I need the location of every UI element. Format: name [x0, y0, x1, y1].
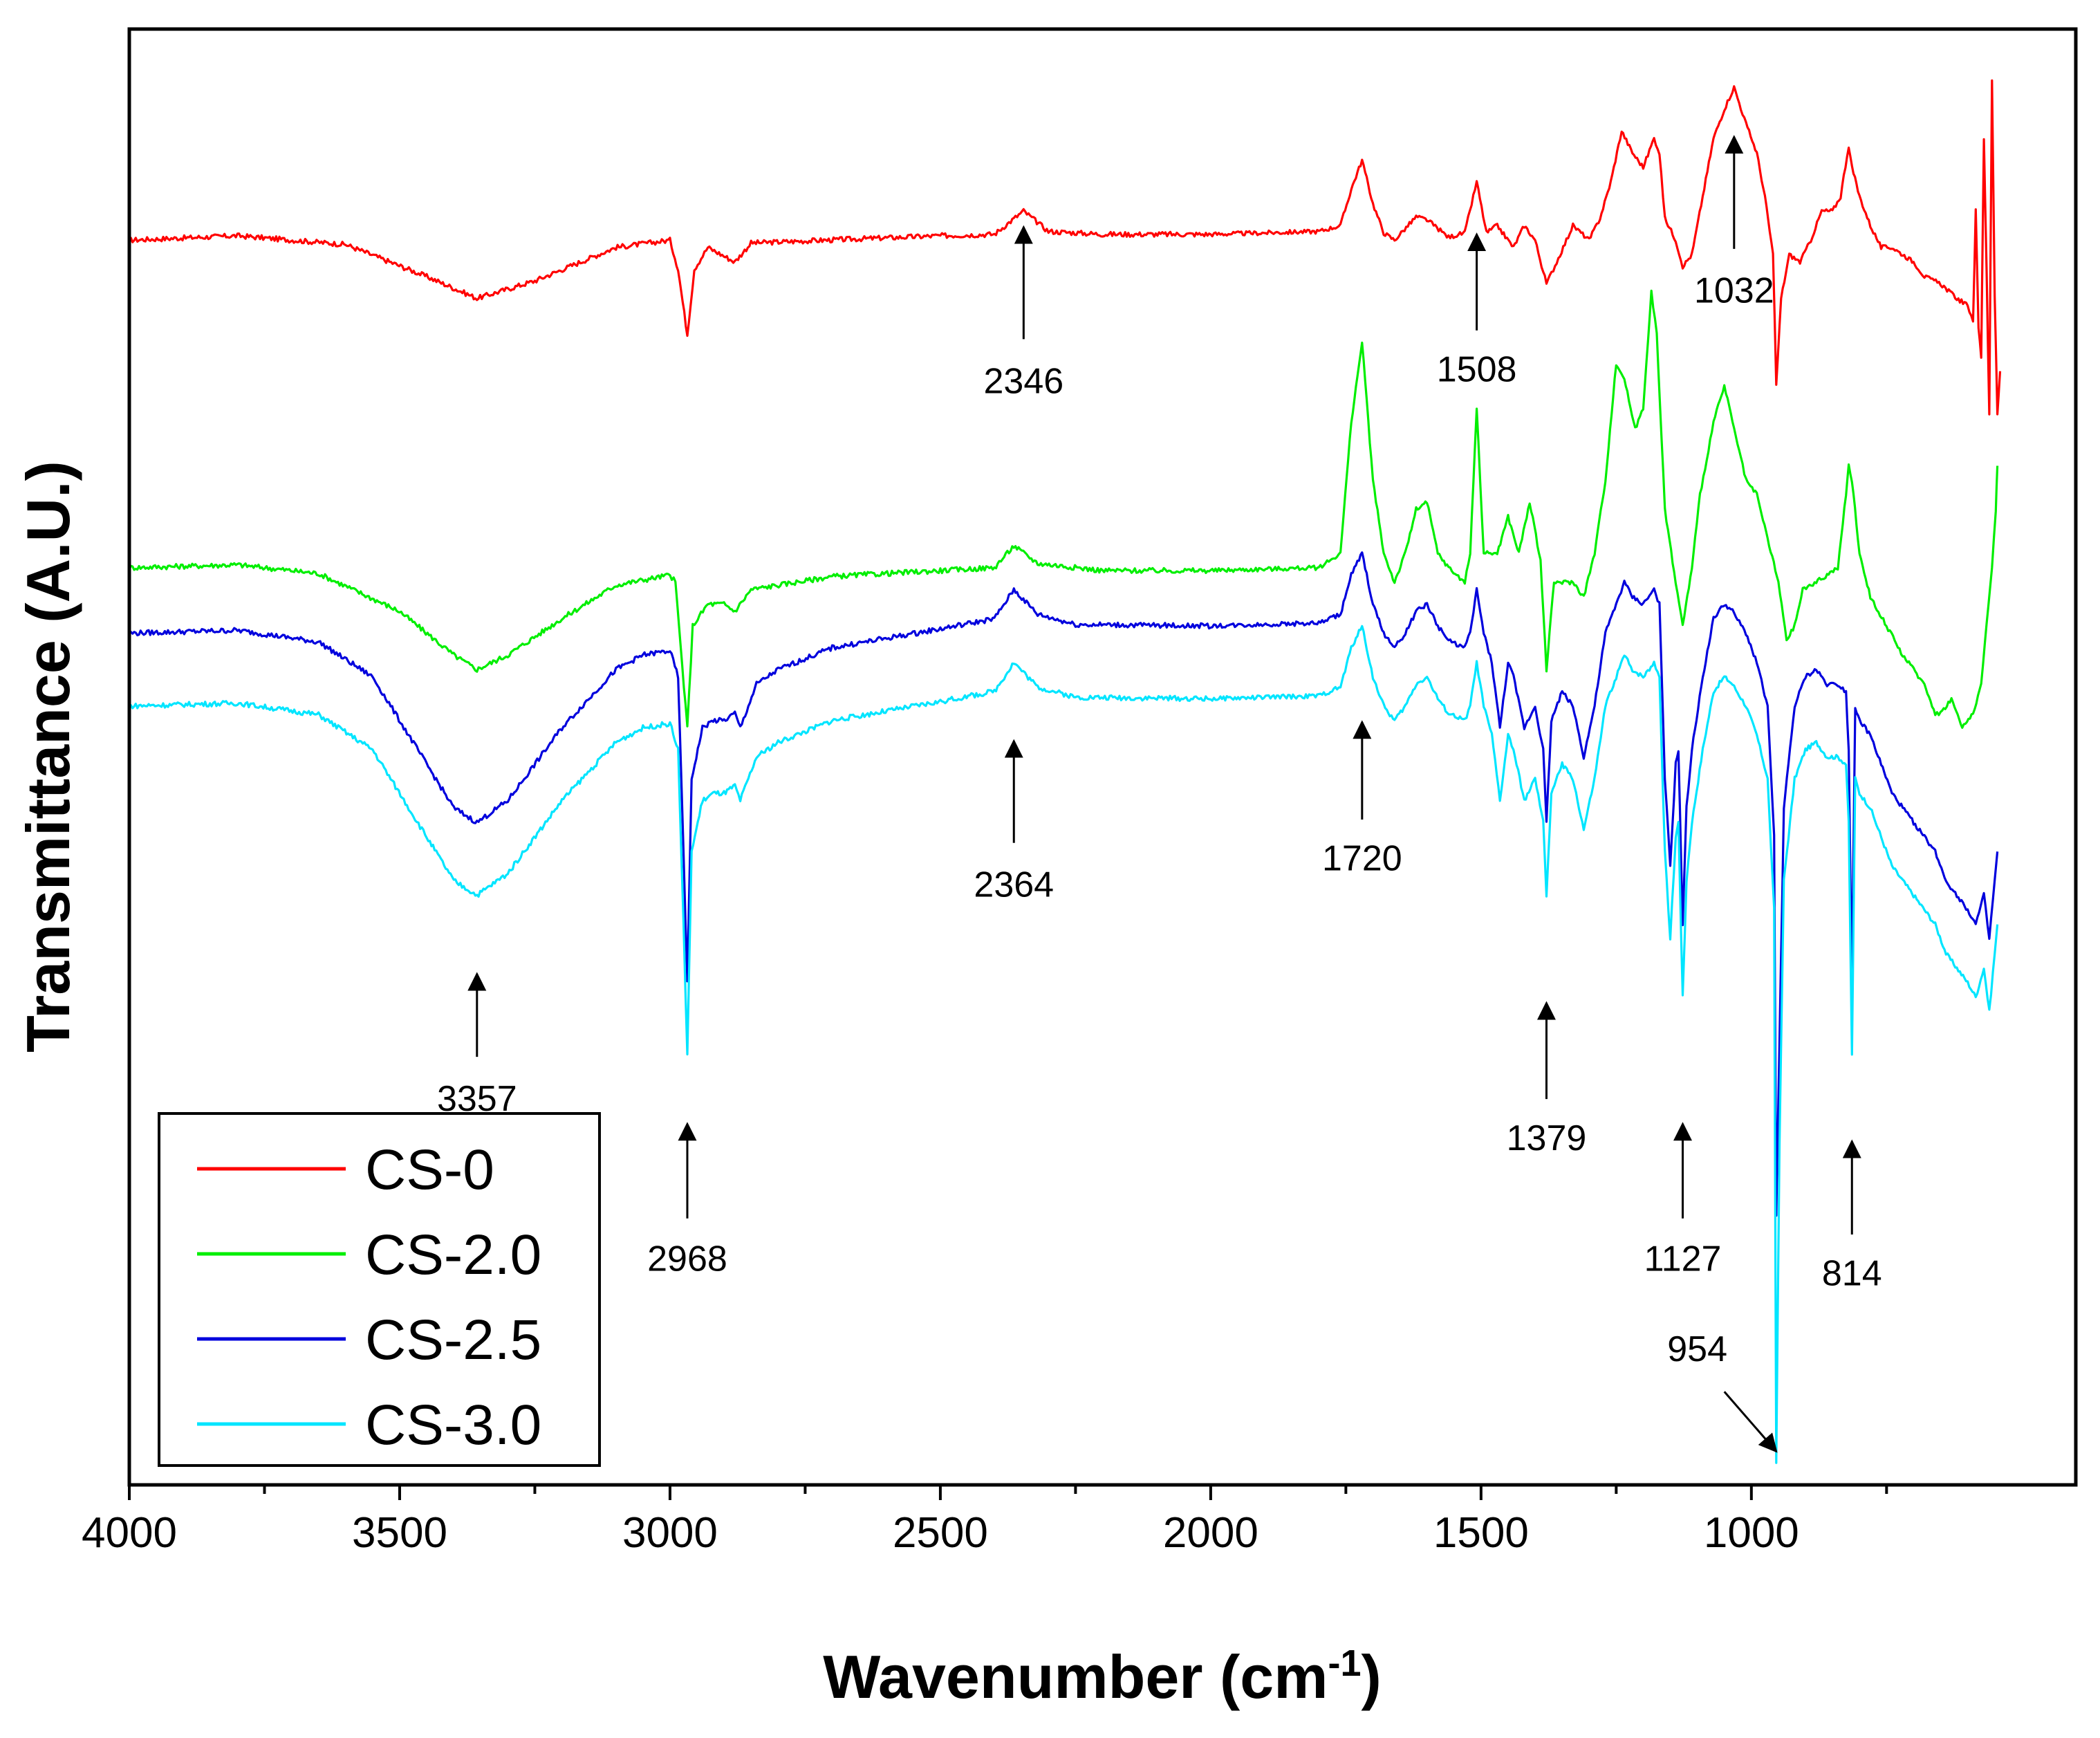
legend-item-cs-2-5: CS-2.5 — [197, 1309, 541, 1371]
annotation-2346: 2346 — [983, 225, 1063, 401]
y-axis-title: Transmittance (A.U.) — [14, 461, 82, 1053]
annotation-954: 954 — [1667, 1329, 1778, 1453]
series-line-cs-0 — [129, 79, 2002, 416]
x-tick-label: 2000 — [1163, 1509, 1258, 1557]
legend-item-cs-3-0: CS-3.0 — [197, 1394, 541, 1457]
annotation-label: 1379 — [1507, 1118, 1587, 1158]
annotation-814: 814 — [1822, 1139, 1882, 1294]
annotation-label: 2346 — [983, 361, 1063, 401]
plot-frame — [127, 27, 2078, 1487]
x-axis-title: Wavenumber (cm-1) — [823, 1643, 1382, 1711]
annotation-label: 1720 — [1322, 839, 1402, 879]
annotation-1032: 1032 — [1694, 135, 1774, 311]
x-tick-label: 2500 — [893, 1509, 988, 1557]
x-tick-label: 1000 — [1704, 1509, 1799, 1557]
legend-label: CS-2.0 — [365, 1223, 541, 1286]
series-line-cs-3-0 — [129, 625, 1999, 1464]
legend-label: CS-0 — [365, 1138, 494, 1201]
legend-item-cs-0: CS-0 — [197, 1138, 494, 1201]
series-line-cs-2-0 — [129, 289, 1999, 729]
annotation-1379: 1379 — [1507, 1001, 1587, 1158]
series-layer — [129, 79, 2002, 1464]
x-tick-label: 1500 — [1433, 1509, 1529, 1557]
annotation-label: 1127 — [1644, 1239, 1722, 1279]
annotation-1720: 1720 — [1322, 720, 1402, 879]
annotation-arrow — [1723, 1391, 1778, 1453]
x-tick-label: 3000 — [622, 1509, 718, 1557]
legend-item-cs-2-0: CS-2.0 — [197, 1223, 541, 1286]
annotation-label: 1032 — [1694, 271, 1774, 311]
x-axis: 4000 3500 3000 2500 2000 1500 1000 — [82, 1485, 1888, 1557]
annotation-label: 1508 — [1437, 349, 1517, 389]
annotation-1127: 1127 — [1644, 1122, 1722, 1279]
legend-label: CS-3.0 — [365, 1394, 541, 1457]
x-tick-label: 4000 — [82, 1509, 177, 1557]
series-line-cs-2-5 — [129, 551, 1999, 1217]
legend-label: CS-2.5 — [365, 1309, 541, 1371]
annotation-2364: 2364 — [974, 739, 1054, 905]
legend-box — [158, 1112, 601, 1467]
annotation-label: 2364 — [974, 865, 1054, 905]
annotation-2968: 2968 — [647, 1122, 727, 1279]
annotation-label: 954 — [1667, 1329, 1727, 1369]
annotation-1508: 1508 — [1437, 232, 1517, 389]
annotation-label: 814 — [1822, 1254, 1882, 1294]
x-tick-label: 3500 — [352, 1509, 447, 1557]
annotation-label: 2968 — [647, 1239, 727, 1279]
legend: CS-0 CS-2.0 CS-2.5 CS-3.0 — [158, 1112, 601, 1467]
